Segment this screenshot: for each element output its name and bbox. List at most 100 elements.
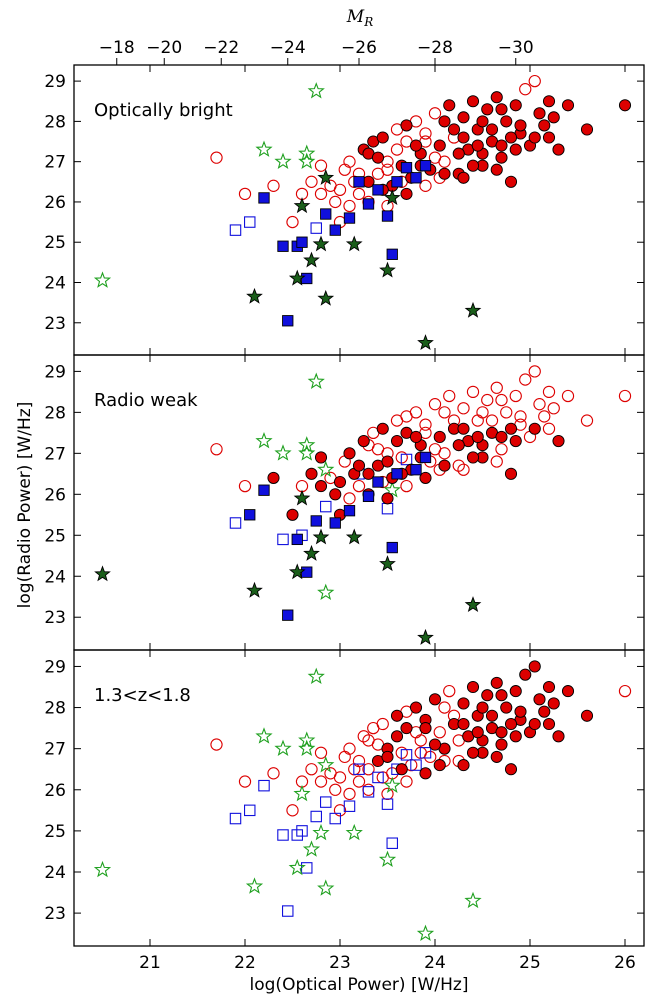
qso-point-filled	[528, 131, 541, 144]
qso-point-filled	[381, 455, 394, 468]
qso-point-open	[471, 414, 484, 427]
qso-point-filled	[471, 726, 484, 739]
star-point-filled	[417, 334, 434, 351]
star-point-open	[378, 850, 397, 867]
star-point-filled	[288, 563, 306, 580]
star-point-filled	[379, 555, 396, 572]
galaxy-point-open	[381, 502, 394, 515]
qso-point-filled	[438, 459, 451, 472]
axes-layer: 21 22 23 24 25 26 −18 −20 −22 −24 −26 −28 −30	[99, 38, 636, 973]
galaxy-point-filled	[329, 517, 341, 529]
galaxy-point-filled	[244, 509, 256, 521]
top-tick-label: −28	[417, 38, 453, 58]
galaxy-point-open	[362, 786, 375, 798]
galaxy-point-filled	[301, 566, 313, 578]
galaxy-point-filled	[320, 208, 332, 220]
galaxy-point-open	[329, 812, 341, 825]
panel-radio-weak: 23 24 25 26 27 28 29 Radio weak	[44, 354, 645, 651]
star-point-open	[317, 460, 335, 478]
galaxy-point-open	[353, 763, 365, 775]
y-axis-title: log(Radio Power) [W/Hz]	[15, 402, 35, 609]
qso-point-filled	[533, 693, 546, 706]
qso-point-filled	[409, 139, 423, 152]
qso-point-open	[419, 127, 432, 140]
qso-point-open	[333, 771, 347, 784]
qso-point-filled	[471, 139, 484, 152]
qso-point-open	[210, 738, 223, 751]
qso-point-filled	[352, 459, 366, 472]
qso-point-open	[343, 492, 356, 505]
qso-point-open	[528, 365, 541, 378]
top-tick-label: −22	[203, 38, 239, 58]
qso-point-filled	[490, 750, 503, 763]
galaxy-point-open	[372, 771, 384, 784]
qso-point-filled	[419, 767, 432, 780]
qso-point-open	[542, 385, 556, 399]
y-tick-label: 23	[44, 904, 66, 924]
galaxy-point-filled	[400, 162, 413, 174]
qso-point-open	[457, 402, 470, 415]
qso-point-open	[428, 398, 442, 411]
star-point-filled	[293, 489, 311, 506]
galaxy-point-filled	[410, 172, 422, 184]
qso-point-open	[443, 684, 456, 698]
qso-point-filled	[343, 447, 356, 460]
qso-point-filled	[528, 717, 541, 731]
qso-point-open	[376, 717, 389, 731]
qso-point-filled	[400, 187, 413, 200]
galaxy-point-open	[277, 829, 289, 841]
star-point-open	[298, 731, 316, 748]
star-point-open	[255, 431, 273, 449]
star-point-open	[307, 372, 325, 389]
qso-point-open	[428, 107, 442, 120]
qso-point-filled	[542, 131, 556, 144]
qso-point-open	[305, 763, 318, 776]
qso-point-filled	[504, 422, 518, 435]
galaxy-point-open	[419, 747, 432, 759]
star-point-open	[416, 924, 435, 941]
qso-point-filled	[485, 123, 499, 136]
galaxy-point-filled	[296, 236, 308, 248]
qso-point-open	[428, 151, 442, 164]
star-point-open	[245, 877, 264, 894]
galaxy-point-filled	[329, 224, 341, 236]
star-point-open	[345, 823, 363, 841]
qso-point-filled	[357, 434, 370, 448]
y-tick-label: 28	[44, 699, 66, 719]
galaxy-point-filled	[419, 451, 432, 464]
star-point-open	[464, 891, 482, 909]
star-point-open	[383, 776, 401, 793]
top-tick-label: −30	[498, 38, 534, 58]
qso-point-open	[357, 730, 370, 743]
qso-point-filled	[466, 451, 480, 464]
x-tick-label: 22	[234, 953, 256, 973]
qso-point-filled	[433, 139, 446, 152]
y-tick-label: 29	[44, 362, 66, 382]
y-tick-label: 25	[44, 526, 66, 546]
qso-point-open	[314, 187, 328, 201]
x-tick-label: 24	[424, 953, 446, 973]
galaxy-point-filled	[282, 315, 294, 327]
star-point-open	[93, 271, 112, 288]
qso-point-open	[314, 159, 328, 172]
y-tick-label: 23	[44, 314, 66, 334]
qso-point-filled	[457, 111, 470, 124]
qso-point-open	[343, 787, 356, 801]
qso-point-filled	[314, 480, 328, 493]
qso-point-open	[419, 418, 432, 431]
qso-point-open	[390, 143, 404, 156]
qso-point-filled	[542, 680, 556, 694]
qso-point-filled	[333, 475, 347, 489]
star-point-open	[317, 583, 335, 600]
qso-point-open	[314, 775, 328, 788]
qso-point-filled	[362, 467, 375, 480]
qso-point-open	[333, 183, 347, 197]
star-point-open	[312, 823, 330, 841]
qso-point-open	[343, 155, 356, 168]
x-axis-title: log(Optical Power) [W/Hz]	[250, 975, 469, 995]
qso-point-filled	[495, 738, 508, 751]
galaxy-point-filled	[277, 240, 289, 252]
qso-point-filled	[390, 434, 404, 448]
star-point-filled	[288, 269, 306, 286]
galaxy-point-filled	[353, 176, 365, 188]
